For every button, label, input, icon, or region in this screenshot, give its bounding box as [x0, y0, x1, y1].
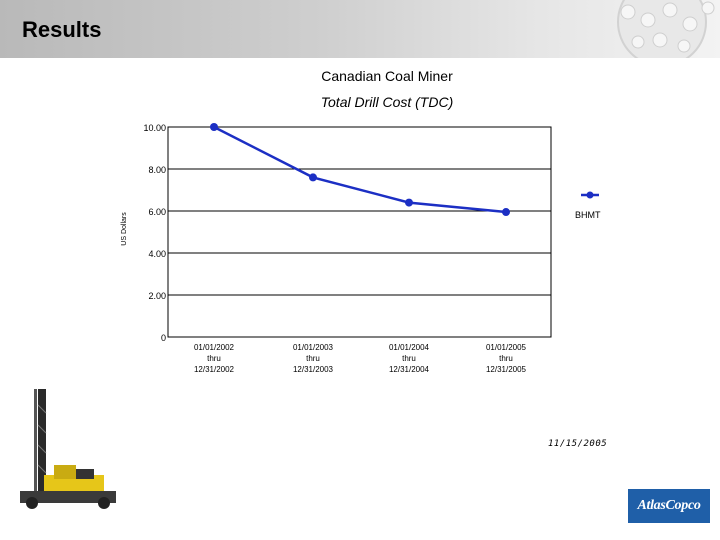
y-tick-label: 10.00: [143, 123, 166, 133]
data-point: [309, 173, 317, 182]
y-axis-label: US Dollars: [121, 212, 128, 246]
y-tick-label: 0: [161, 333, 166, 343]
plot-area: [167, 126, 552, 338]
data-point: [210, 123, 218, 131]
chart-title: Canadian Coal Miner: [321, 68, 453, 84]
y-tick-label: 8.00: [148, 165, 166, 175]
y-tick-label: 6.00: [148, 207, 166, 217]
atlas-copco-logo: AtlasCopco: [628, 489, 710, 523]
x-tick-label: 01/01/2002 thru 12/31/2002: [194, 343, 235, 374]
page-title: Results: [22, 17, 102, 42]
x-tick-label: 01/01/2005 thru 12/31/2005: [486, 343, 527, 374]
legend-marker: [586, 191, 594, 199]
y-tick-label: 4.00: [148, 249, 166, 259]
legend-label: BHMT: [575, 210, 601, 220]
chart-subtitle: Total Drill Cost (TDC): [320, 94, 454, 110]
date-stamp: 11/15/2005: [548, 439, 608, 449]
drill-bit-image: [617, 0, 715, 58]
drill-rig-image: [20, 389, 116, 509]
data-point: [502, 208, 510, 217]
data-point: [405, 198, 413, 207]
x-tick-label: 01/01/2003 thru 12/31/2003: [293, 343, 334, 374]
x-tick-label: 01/01/2004 thru 12/31/2004: [389, 343, 430, 374]
series-line: [213, 125, 507, 214]
header-bar: Results: [0, 0, 720, 58]
y-tick-label: 2.00: [148, 291, 166, 301]
